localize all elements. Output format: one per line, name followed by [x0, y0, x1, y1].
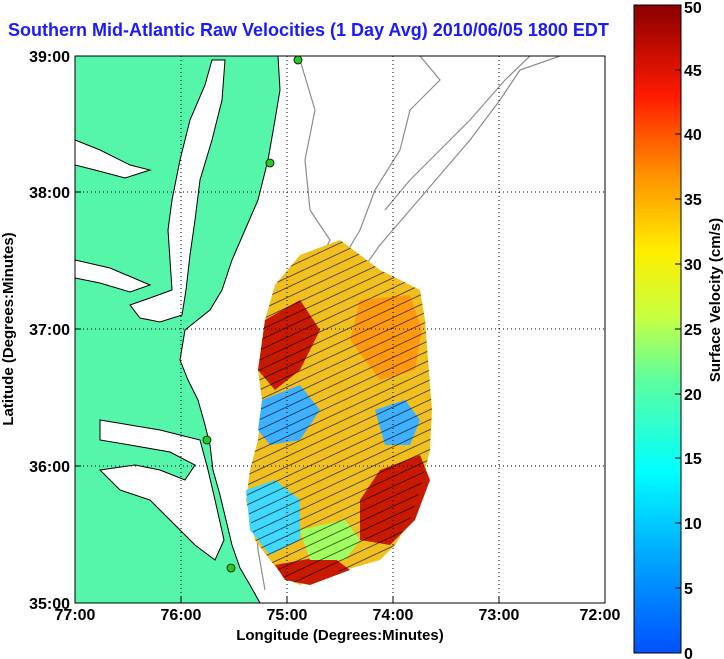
station-marker [202, 435, 212, 445]
colorbar-ticks [675, 4, 681, 654]
x-tick-label: 74:00 [373, 607, 414, 624]
velocity-field [246, 240, 432, 585]
colorbar-tick-label: 25 [684, 322, 702, 339]
grid-lines [75, 56, 605, 603]
map-title: Southern Mid-Atlantic Raw Velocities (1 … [8, 20, 609, 40]
x-tick-label: 75:00 [267, 607, 308, 624]
colorbar-tick-label: 45 [684, 63, 702, 80]
axis-ticks [74, 55, 606, 604]
contour-line [354, 56, 561, 281]
river-inlet [75, 259, 152, 293]
river-inlet [75, 139, 152, 179]
y-tick-label: 38:00 [29, 185, 70, 202]
x-tick-label: 76:00 [161, 607, 202, 624]
pamlico-sound [98, 419, 225, 561]
contour-line [384, 56, 531, 211]
y-axis-label: Latitude (Degrees:Minutes) [0, 232, 17, 425]
colorbar-tick-label: 5 [684, 581, 693, 598]
y-tick-label: 35:00 [29, 596, 70, 613]
colorbar-tick-label: 10 [684, 516, 702, 533]
colorbar-label: Surface Velocity (cm/s) [707, 218, 724, 382]
colorbar-tick-label: 15 [684, 451, 702, 468]
x-tick-label: 77:00 [55, 607, 96, 624]
x-tick-label: 73:00 [479, 607, 520, 624]
colorbar-tick-label: 30 [684, 257, 702, 274]
colorbar-tick-label: 0 [684, 646, 693, 659]
colorbar-tick-label: 35 [684, 192, 702, 209]
y-tick-label: 39:00 [29, 49, 70, 66]
station-marker [226, 563, 236, 573]
colorbar [633, 4, 682, 654]
colorbar-tick-label: 40 [684, 127, 702, 144]
y-tick-label: 37:00 [29, 322, 70, 339]
station-marker [265, 158, 275, 168]
colorbar-tick-label: 50 [684, 0, 702, 17]
colorbar-tick-label: 20 [684, 387, 702, 404]
station-marker [293, 56, 303, 65]
y-tick-label: 36:00 [29, 459, 70, 476]
x-axis-label: Longitude (Degrees:Minutes) [236, 627, 444, 644]
chesapeake-bay [129, 59, 226, 323]
x-tick-label: 72:00 [580, 607, 621, 624]
